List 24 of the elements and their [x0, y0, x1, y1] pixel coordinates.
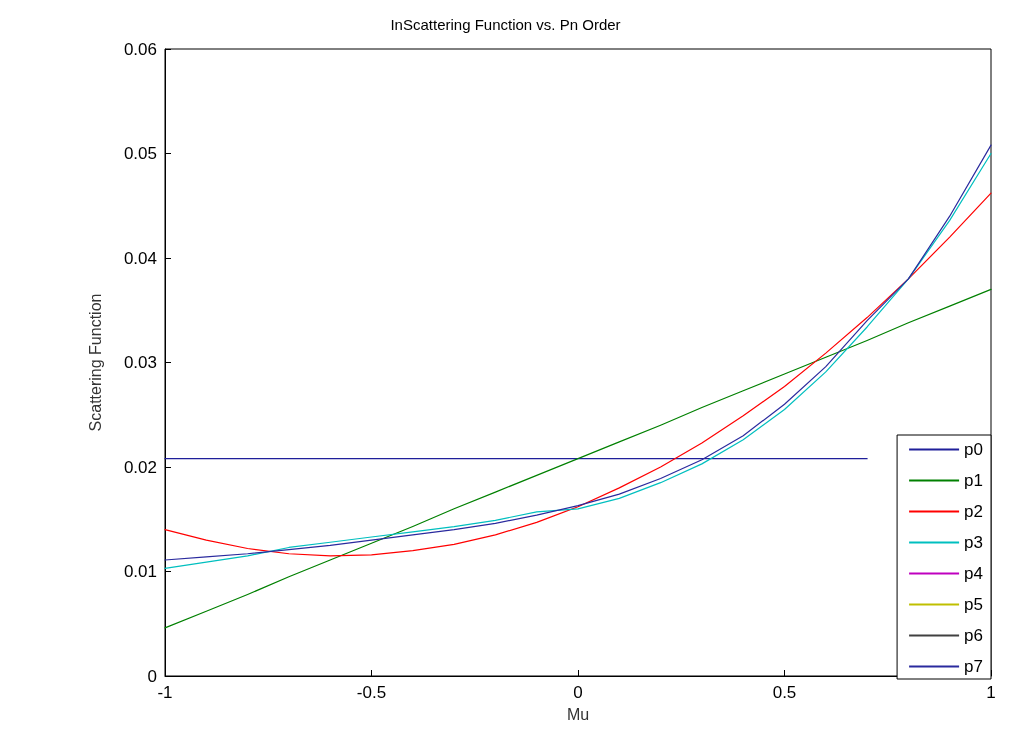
x-tick-label: 0.5 — [772, 683, 797, 702]
x-tick-label: -0.5 — [356, 683, 387, 702]
legend-label: p5 — [964, 595, 984, 614]
legend-label: p4 — [964, 564, 984, 583]
y-tick-label: 0.04 — [123, 248, 157, 268]
legend-label: p7 — [964, 657, 984, 676]
x-tick-label: 1 — [986, 683, 996, 702]
x-axis-title: Mu — [566, 705, 590, 723]
line-series — [164, 288, 992, 629]
y-tick-label: 0 — [147, 666, 157, 686]
legend-label: p2 — [964, 502, 984, 521]
x-tick-label: -1 — [157, 683, 173, 702]
y-tick-label: 0.05 — [123, 144, 157, 163]
legend-label: p3 — [964, 533, 984, 552]
legend-label: p1 — [964, 471, 984, 490]
chart-title: InScattering Function vs. Pn Order — [390, 16, 621, 33]
x-tick-label: 0 — [573, 683, 583, 702]
legend-label: p6 — [964, 626, 984, 645]
y-axis-title: Scattering Function — [86, 293, 104, 432]
y-tick-label: 0.06 — [123, 39, 157, 59]
y-tick-label: 0.02 — [123, 457, 157, 477]
y-tick-label: 0.01 — [123, 562, 157, 581]
legend-label: p0 — [964, 440, 984, 459]
y-tick-label: 0.03 — [123, 353, 157, 372]
